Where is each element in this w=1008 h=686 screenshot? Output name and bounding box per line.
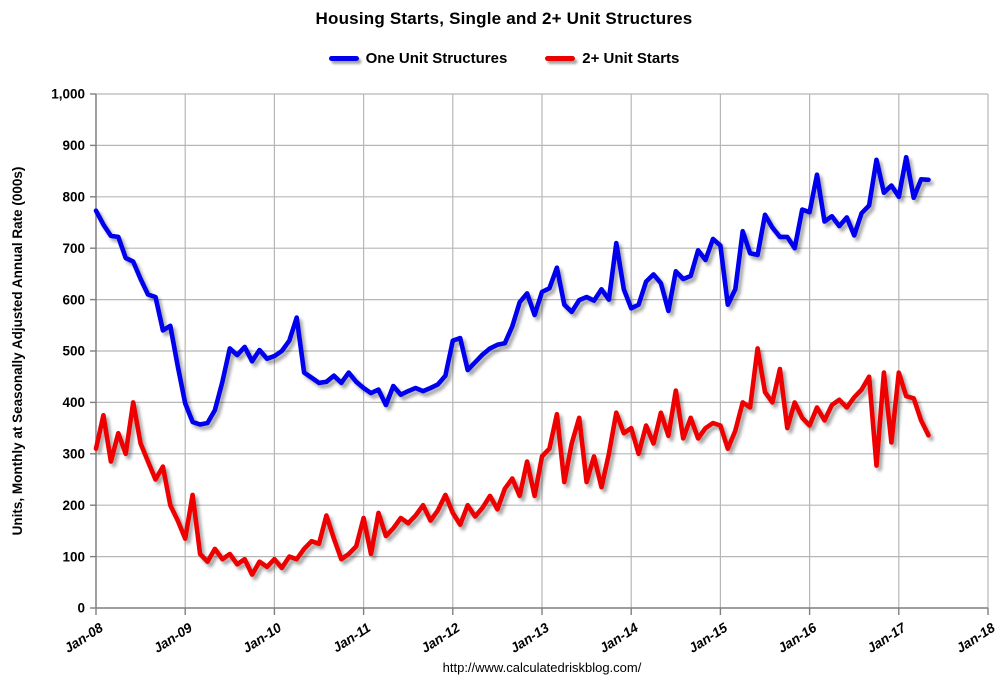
legend-swatch-red-line: [545, 56, 576, 61]
legend-label-2plus-unit: 2+ Unit Starts: [582, 50, 680, 67]
x-tick-label: Jan-17: [864, 619, 909, 656]
y-tick-label: 0: [77, 601, 85, 616]
x-tick-label: Jan-12: [418, 620, 462, 656]
x-tick-label: Jan-11: [330, 620, 373, 655]
x-tick-label: Jan-10: [240, 620, 284, 656]
footer-url: http://www.calculatedriskblog.com/: [442, 660, 642, 675]
axis-labels: 0 100 200 300 400 500 600 700 800 900 1,000 Jan-08 J…: [10, 87, 998, 656]
y-tick-label: 800: [62, 190, 85, 205]
x-tick-label: Jan-14: [597, 620, 641, 656]
legend-label-one-unit: One Unit Structures: [365, 50, 508, 67]
y-tick-label: 500: [62, 344, 85, 359]
x-tick-label: Jan-18: [954, 620, 998, 656]
x-tick-label: Jan-08: [62, 620, 106, 656]
legend-item-one-unit: One Unit Structures: [328, 50, 508, 67]
y-tick-label: 400: [62, 395, 85, 410]
y-tick-label: 200: [62, 498, 85, 513]
x-tick-label: Jan-13: [508, 620, 552, 656]
chart-title: Housing Starts, Single and 2+ Unit Struc…: [315, 9, 693, 28]
series-line-one-unit-structures: [93, 154, 931, 427]
y-tick-label: 700: [62, 241, 85, 256]
gridlines: [95, 93, 989, 608]
y-tick-label: 300: [62, 447, 85, 462]
x-tick-label: Jan-09: [151, 620, 195, 656]
legend-swatch-blue-line: [328, 56, 359, 61]
y-axis-title: Units, Monthly at Seasonally Adjusted An…: [10, 167, 25, 536]
x-tick-label: Jan-16: [775, 620, 819, 656]
y-tick-label: 600: [62, 292, 85, 307]
y-tick-label: 900: [62, 138, 85, 153]
legend-item-2plus-unit: 2+ Unit Starts: [545, 50, 679, 67]
y-tick-label: 1,000: [51, 87, 85, 102]
series-line-2-unit-starts: [93, 346, 931, 577]
series-lines: [93, 154, 931, 577]
y-tick-label: 100: [62, 549, 85, 564]
legend: One Unit Structures 2+ Unit Starts: [0, 50, 1008, 67]
axes: [90, 93, 989, 615]
x-tick-label: Jan-15: [686, 620, 730, 656]
